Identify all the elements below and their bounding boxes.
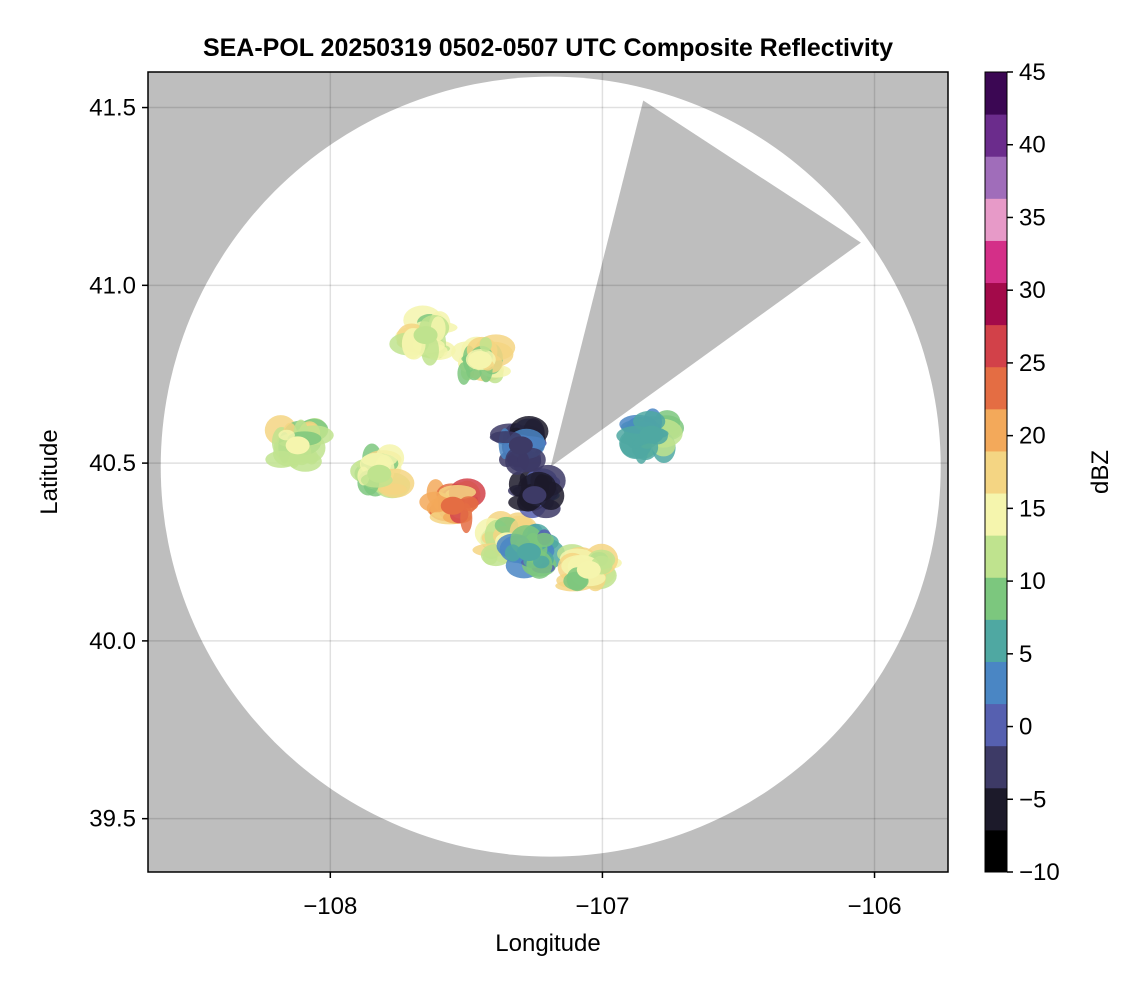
echo-region [616, 408, 685, 464]
colorbar-tick-label: 30 [1019, 277, 1046, 304]
echo-region [264, 415, 334, 472]
echo-cell [504, 544, 521, 562]
echo-core [285, 436, 310, 455]
colorbar-tick-label: 40 [1019, 132, 1046, 159]
colorbar-label: dBZ [1087, 450, 1114, 494]
colorbar-segment [985, 535, 1007, 578]
echo-core [467, 351, 492, 369]
y-tick-label: 40.5 [89, 450, 136, 477]
colorbar-segment [985, 408, 1007, 452]
colorbar-tick-label: 45 [1019, 59, 1046, 86]
colorbar-segment [985, 787, 1007, 831]
echo-region [507, 464, 566, 519]
x-axis-ticks: −108 −107 −106 [303, 872, 902, 920]
echo-region [419, 478, 486, 534]
chart-title: SEA-POL 20250319 0502-0507 UTC Composite… [203, 34, 893, 62]
colorbar-frame [984, 71, 1008, 873]
plot-area [148, 72, 948, 872]
echo-core [639, 425, 664, 444]
colorbar: −10 −5 0 5 10 15 20 25 30 35 40 45 [984, 59, 1060, 886]
echo-cell [533, 555, 550, 569]
y-tick-label: 41.5 [89, 95, 136, 122]
echo-cell [534, 532, 554, 548]
colorbar-tick-label: −10 [1019, 859, 1060, 886]
colorbar-segment [985, 829, 1007, 873]
colorbar-segment [985, 577, 1007, 620]
colorbar-tick-label: 20 [1019, 423, 1046, 450]
echo-core [508, 436, 533, 455]
y-tick-label: 40.0 [89, 628, 136, 655]
echo-cell [479, 337, 492, 352]
echo-region [451, 334, 516, 385]
y-axis-ticks: 39.5 40.0 40.5 41.0 41.5 [89, 95, 148, 833]
colorbar-tick-label: −5 [1019, 786, 1046, 813]
echo-core [440, 496, 465, 515]
colorbar-segment [985, 240, 1007, 284]
echo-region [489, 416, 549, 475]
colorbar-segment [985, 72, 1007, 115]
colorbar-tick-label: 15 [1019, 495, 1046, 522]
echo-cell [482, 549, 498, 565]
echo-region [496, 523, 566, 579]
colorbar-segment [985, 282, 1007, 326]
echo-region [389, 305, 458, 366]
echo-cell [278, 429, 295, 441]
echo-cell [438, 485, 477, 500]
echo-region [350, 443, 415, 499]
colorbar-tick-label: 10 [1019, 568, 1046, 595]
colorbar-tick-label: 5 [1019, 641, 1032, 668]
x-tick-label: −108 [303, 893, 357, 920]
missing-data-sector [550, 100, 861, 467]
echo-core [413, 326, 438, 345]
colorbar-segment [985, 661, 1007, 705]
colorbar-segment [985, 156, 1007, 199]
x-axis-label: Longitude [495, 930, 600, 957]
reflectivity-echoes [264, 305, 685, 592]
echo-cell [380, 483, 407, 495]
colorbar-segment [985, 198, 1007, 241]
plot-frame [147, 71, 949, 873]
colorbar-tick-label: 35 [1019, 204, 1046, 231]
colorbar-tick-label: 25 [1019, 350, 1046, 377]
echo-core [522, 486, 547, 505]
colorbar-segment [985, 703, 1007, 747]
echo-cell [457, 362, 471, 385]
colorbar-segment [985, 114, 1007, 157]
echo-core [576, 560, 601, 579]
colorbar-segment [985, 493, 1007, 536]
echo-cell [517, 447, 546, 472]
x-tick-label: −107 [575, 893, 629, 920]
colorbar-segment [985, 366, 1007, 410]
colorbar-segment [985, 745, 1007, 789]
echo-region [555, 543, 622, 592]
echo-core [367, 464, 392, 483]
y-tick-label: 41.0 [89, 272, 136, 299]
colorbar-segment [985, 619, 1007, 662]
colorbar-tick-label: 0 [1019, 714, 1032, 741]
colorbar-segment [985, 450, 1007, 494]
y-tick-label: 39.5 [89, 806, 136, 833]
colorbar-segment [985, 324, 1007, 368]
echo-core [516, 543, 541, 561]
y-axis-label: Latitude [36, 429, 63, 514]
x-tick-label: −106 [847, 893, 901, 920]
